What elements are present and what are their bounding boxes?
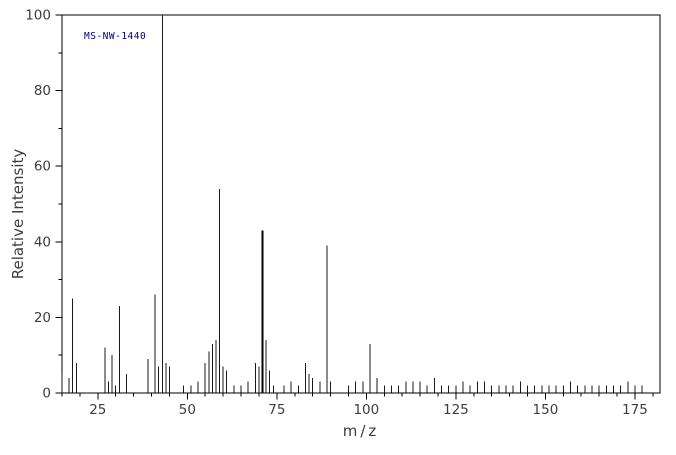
y-tick-label: 80 (34, 83, 51, 99)
y-tick-label: 20 (34, 310, 51, 326)
x-axis-label: m/z (342, 422, 380, 440)
x-tick-label: 50 (179, 402, 196, 418)
y-tick-label: 40 (34, 234, 51, 250)
y-tick-label: 100 (25, 8, 51, 24)
y-axis-label: Relative Intensity (9, 148, 27, 280)
x-tick-label: 75 (268, 402, 285, 418)
x-tick-label: 125 (443, 402, 469, 418)
x-tick-label: 100 (353, 402, 379, 418)
plot-frame (61, 14, 661, 394)
spectrum-id-label: MS-NW-1440 (84, 31, 147, 42)
x-tick-label: 25 (89, 402, 106, 418)
y-tick-label: 0 (42, 386, 51, 402)
y-tick-label: 60 (34, 159, 51, 175)
x-tick-label: 175 (622, 402, 648, 418)
x-tick-label: 150 (533, 402, 559, 418)
